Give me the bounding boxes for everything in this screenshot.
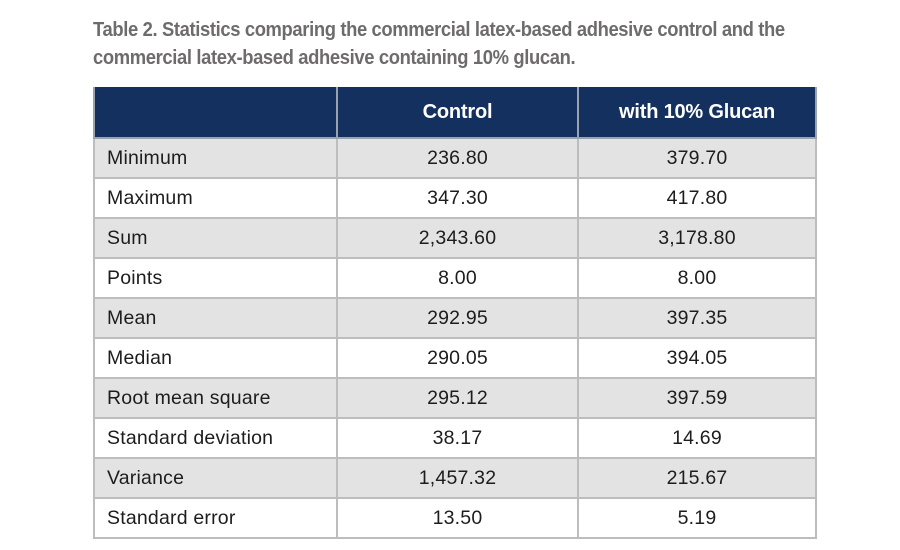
cell-value: 8.00 [577,257,817,299]
row-label: Root mean square [93,377,338,419]
cell-value: 397.35 [577,297,817,339]
cell-value: 14.69 [577,417,817,459]
cell-value: 397.59 [577,377,817,419]
row-label: Sum [93,217,338,259]
cell-value: 8.00 [336,257,579,299]
cell-value: 5.19 [577,497,817,539]
row-label: Minimum [93,137,338,179]
statistics-table: Control with 10% Glucan Minimum 236.80 3… [93,87,817,539]
cell-value: 290.05 [336,337,579,379]
cell-value: 417.80 [577,177,817,219]
row-label: Standard deviation [93,417,338,459]
cell-value: 347.30 [336,177,579,219]
column-header-glucan: with 10% Glucan [577,87,817,139]
table-body: Minimum 236.80 379.70 Maximum 347.30 417… [93,137,817,539]
row-label: Mean [93,297,338,339]
cell-value: 394.05 [577,337,817,379]
cell-value: 379.70 [577,137,817,179]
table-row: Mean 292.95 397.35 [93,297,817,339]
row-label: Points [93,257,338,299]
column-header-blank [93,87,338,139]
cell-value: 1,457.32 [336,457,579,499]
table-row: Minimum 236.80 379.70 [93,137,817,179]
cell-value: 2,343.60 [336,217,579,259]
cell-value: 13.50 [336,497,579,539]
row-label: Maximum [93,177,338,219]
header-row: Control with 10% Glucan [93,87,817,139]
cell-value: 3,178.80 [577,217,817,259]
row-label: Variance [93,457,338,499]
table-row: Root mean square 295.12 397.59 [93,377,817,419]
cell-value: 236.80 [336,137,579,179]
column-header-control: Control [336,87,579,139]
table-row: Median 290.05 394.05 [93,337,817,379]
cell-value: 295.12 [336,377,579,419]
table-row: Points 8.00 8.00 [93,257,817,299]
row-label: Standard error [93,497,338,539]
row-label: Median [93,337,338,379]
cell-value: 38.17 [336,417,579,459]
table-row: Standard deviation 38.17 14.69 [93,417,817,459]
table-row: Standard error 13.50 5.19 [93,497,817,539]
table-header: Control with 10% Glucan [93,87,817,139]
table-row: Variance 1,457.32 215.67 [93,457,817,499]
table-caption: Table 2. Statistics comparing the commer… [93,19,785,69]
cell-value: 215.67 [577,457,817,499]
cell-value: 292.95 [336,297,579,339]
table-row: Sum 2,343.60 3,178.80 [93,217,817,259]
table-row: Maximum 347.30 417.80 [93,177,817,219]
